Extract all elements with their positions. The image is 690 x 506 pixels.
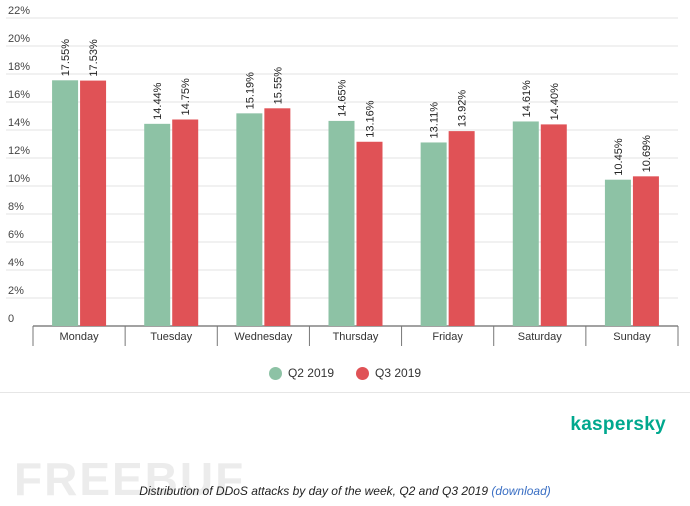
legend-item-q3[interactable]: Q3 2019	[356, 366, 421, 380]
caption-text: Distribution of DDoS attacks by day of t…	[139, 484, 489, 498]
y-tick-label: 4%	[8, 257, 24, 269]
data-label: 15.55%	[272, 67, 284, 105]
data-label: 10.45%	[613, 138, 625, 176]
y-tick-label: 2%	[8, 285, 24, 297]
data-label: 14.61%	[521, 80, 533, 118]
y-tick-label: 8%	[8, 201, 24, 213]
bar-q3	[356, 141, 383, 326]
x-tick-label: Friday	[432, 331, 463, 343]
bar-q2	[52, 80, 79, 326]
chart-legend: Q2 2019 Q3 2019	[0, 366, 690, 380]
data-label: 17.55%	[60, 39, 72, 77]
data-label: 13.16%	[365, 100, 377, 138]
bar-chart: 0 2% 4% 6% 8% 10% 12% 14% 16% 18% 20% 22% Monday 17.5…	[6, 5, 679, 346]
data-label: 13.11%	[429, 102, 441, 139]
bar-q2	[512, 121, 539, 327]
bar-q2	[144, 123, 171, 326]
data-label: 17.53%	[88, 39, 100, 77]
download-link[interactable]: (download)	[491, 484, 551, 498]
watermark-text: FREEBUF	[14, 453, 246, 505]
legend-dot-q2	[268, 366, 282, 380]
legend-item-q2[interactable]: Q2 2019	[268, 366, 334, 380]
y-tick-label: 6%	[8, 229, 24, 241]
bar-q3	[264, 108, 291, 326]
x-tick-label: Monday	[60, 331, 100, 343]
y-tick-label: 22%	[8, 5, 30, 17]
bar-q3	[448, 131, 475, 326]
x-tick-label: Saturday	[518, 331, 563, 343]
x-tick-label: Thursday	[333, 331, 379, 343]
y-tick-label: 16%	[8, 89, 30, 101]
y-tick-label: 0	[8, 313, 14, 325]
bar-q3	[540, 124, 567, 327]
data-label: 13.92%	[457, 90, 469, 128]
chart-caption: Distribution of DDoS attacks by day of t…	[0, 484, 690, 498]
x-tick-label: Tuesday	[150, 331, 192, 343]
kaspersky-logo: kaspersky	[570, 414, 666, 435]
bar-q2	[604, 179, 631, 326]
data-label: 14.75%	[180, 78, 192, 116]
bar-q2	[236, 113, 263, 326]
bar-q3	[80, 80, 107, 326]
y-tick-label: 12%	[8, 145, 30, 157]
y-tick-label: 20%	[8, 33, 30, 45]
freebuf-watermark: FREEBUF	[14, 452, 245, 506]
data-label: 14.44%	[152, 82, 164, 120]
data-label: 15.19%	[244, 72, 256, 110]
bar-q3	[632, 176, 659, 326]
data-label: 14.40%	[549, 83, 561, 121]
y-tick-label: 18%	[8, 61, 30, 73]
bar-q2	[420, 142, 447, 326]
bar-q2	[328, 120, 355, 327]
data-label: 10.69%	[641, 135, 653, 173]
data-label: 14.65%	[337, 79, 349, 117]
x-tick-label: Sunday	[613, 331, 651, 343]
x-tick-label: Wednesday	[234, 331, 292, 343]
legend-label-q3: Q3 2019	[375, 366, 422, 380]
y-tick-label: 14%	[8, 117, 30, 129]
divider	[0, 392, 690, 393]
y-tick-label: 10%	[8, 173, 30, 185]
legend-dot-q3	[356, 366, 369, 380]
legend-label-q2: Q2 2019	[287, 366, 334, 380]
bar-q3	[172, 119, 199, 326]
